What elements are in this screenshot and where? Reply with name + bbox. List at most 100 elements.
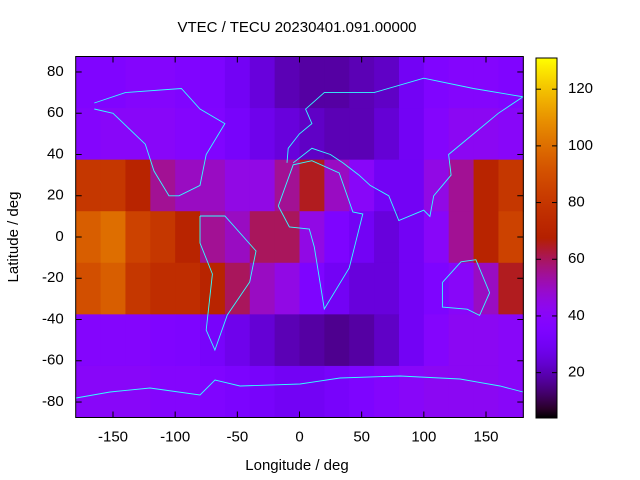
heat-cell [100,108,126,161]
heat-cell [473,211,499,264]
heat-cell [249,56,276,109]
heat-cell [274,365,300,418]
heat-cell [200,108,226,161]
heat-cell [349,108,375,161]
heat-cell [423,365,450,418]
y-tick-label: 20 [47,187,64,204]
heat-cell [448,365,475,418]
heat-cell [100,211,126,264]
heat-cell [224,159,251,212]
heat-cell [398,211,425,264]
coastlines [75,77,525,399]
heat-cell [448,159,475,212]
y-tick-label: 40 [47,145,64,162]
heat-cell [398,159,425,212]
colorbar [535,57,558,419]
heat-cell [398,365,425,418]
heat-cell [224,56,251,109]
heat-cell [448,262,475,315]
colorbar-tick-label: 20 [568,364,585,381]
heat-cell [398,314,425,367]
heat-cell [175,56,201,109]
heat-cell [75,56,102,109]
heat-cell [75,262,102,315]
y-tick-label: -80 [42,393,64,410]
heat-cell [200,314,226,367]
heat-cell [374,56,400,109]
heat-cell [224,262,251,315]
y-axis-label: Latitude / deg [5,192,22,283]
heat-cell [100,314,126,367]
heat-cell [349,314,375,367]
heat-cell [423,108,450,161]
heat-cell [150,211,176,264]
heat-cell [374,108,400,161]
heat-cell [150,56,176,109]
colorbar-tick-label: 100 [568,137,593,154]
heat-cell [498,159,524,212]
heat-cell [473,56,499,109]
heat-cell [448,314,475,367]
heat-cell [224,108,251,161]
heat-cell [423,211,450,264]
heat-cell [175,211,201,264]
heat-cell [324,365,350,418]
colorbar-tick-label: 120 [568,80,593,97]
heat-cell [224,314,251,367]
heat-cell [249,108,276,161]
coastline [199,215,257,352]
coastline [277,160,364,311]
heat-cell [349,262,375,315]
heat-cell [324,159,350,212]
heat-cell [423,159,450,212]
heat-cell [224,365,251,418]
heat-cell [125,108,151,161]
y-tick-label: 80 [47,63,64,80]
heat-cell [398,108,425,161]
heatmap-cells [75,56,524,418]
heat-cell [100,159,126,212]
heat-cell [324,314,350,367]
heat-cell [75,365,102,418]
heat-cell [175,159,201,212]
x-tick-label: 150 [473,428,498,445]
heat-cell [249,262,276,315]
heat-cell [274,262,300,315]
heat-cell [274,314,300,367]
y-tick-label: -20 [42,269,64,286]
heat-cell [448,108,475,161]
heat-cell [374,211,400,264]
heat-cell [448,211,475,264]
heat-cell [398,56,425,109]
heat-cell [224,211,251,264]
heat-cell [448,56,475,109]
heat-cell [125,159,151,212]
heat-cell [473,262,499,315]
heat-cell [274,211,300,264]
heat-cell [498,56,524,109]
heat-cell [374,365,400,418]
heat-cell [374,262,400,315]
y-tick-label: 0 [55,228,63,245]
x-tick-label: 50 [353,428,370,445]
heat-cell [249,211,276,264]
heat-cell [125,211,151,264]
y-tick-label: -40 [42,310,64,327]
heat-cell [200,365,226,418]
x-tick-label: -100 [160,428,190,445]
heat-cell [324,108,350,161]
x-tick-label: -50 [226,428,248,445]
colorbar-tick-label: 60 [568,250,585,267]
coastline [286,77,525,222]
heat-cell [200,211,226,264]
heat-cell [498,314,524,367]
x-tick-label: 0 [295,428,303,445]
y-tick-label: 60 [47,104,64,121]
y-tick-label: -60 [42,352,64,369]
heat-cell [473,365,499,418]
heat-cell [75,159,102,212]
heat-cell [100,262,126,315]
coastline [75,375,524,399]
heat-cell [100,56,126,109]
heat-cell [299,159,325,212]
